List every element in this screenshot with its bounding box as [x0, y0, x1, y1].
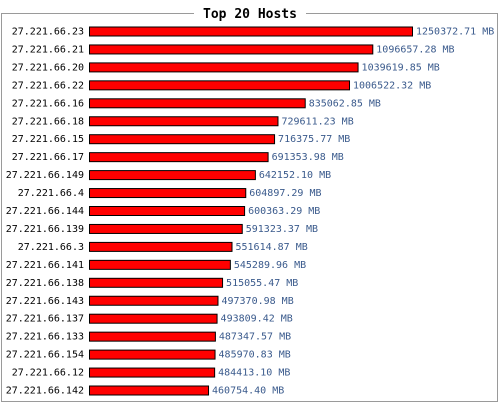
host-label: 27.221.66.21: [12, 44, 84, 55]
host-label: 27.221.66.154: [6, 350, 84, 361]
host-bar: [89, 116, 279, 127]
bar-value-label: 485970.83 MB: [219, 350, 291, 361]
bar-value-label: 691353.98 MB: [272, 152, 344, 163]
host-label: 27.221.66.22: [12, 80, 84, 91]
host-label: 27.221.66.12: [12, 368, 84, 379]
bar-value-label: 545289.96 MB: [234, 260, 306, 271]
host-bar: [89, 313, 218, 324]
host-label: 27.221.66.23: [12, 27, 84, 38]
bar-value-label: 551614.87 MB: [235, 242, 307, 253]
host-bar: [89, 277, 224, 288]
host-bar: [89, 206, 246, 216]
bar-value-label: 1039619.85 MB: [362, 62, 440, 73]
host-bar: [89, 331, 216, 342]
host-bar: [89, 259, 231, 270]
bar-value-label: 591323.37 MB: [246, 224, 318, 235]
host-label: 27.221.66.18: [12, 116, 84, 127]
host-bar: [89, 241, 233, 252]
host-bar: [89, 152, 269, 163]
host-bar: [89, 98, 306, 109]
host-bar: [89, 385, 210, 396]
host-bar: [89, 62, 359, 73]
bar-value-label: 729611.23 MB: [281, 116, 353, 127]
host-label: 27.221.66.16: [12, 98, 84, 109]
host-label: 27.221.66.4: [18, 188, 84, 199]
bar-value-label: 515055.47 MB: [226, 278, 298, 289]
host-bar: [89, 223, 243, 234]
bar-value-label: 835062.85 MB: [309, 98, 381, 109]
host-bar: [89, 134, 276, 145]
host-bar: [89, 170, 256, 181]
host-label: 27.221.66.141: [6, 260, 84, 271]
host-bar: [89, 80, 351, 91]
bar-value-label: 642152.10 MB: [259, 170, 331, 181]
host-label: 27.221.66.15: [12, 134, 84, 145]
bar-value-label: 1006522.32 MB: [353, 80, 431, 91]
host-label: 27.221.66.142: [6, 386, 84, 397]
chart-title: Top 20 Hosts: [203, 7, 297, 22]
bar-value-label: 493809.42 MB: [221, 314, 293, 325]
host-label: 27.221.66.133: [6, 332, 84, 343]
host-label: 27.221.66.149: [6, 170, 84, 181]
bar-value-label: 600363.29 MB: [248, 206, 320, 217]
host-label: 27.221.66.3: [18, 242, 84, 253]
bar-value-label: 487347.57 MB: [219, 332, 291, 343]
host-bar: [89, 188, 247, 199]
bar-value-label: 1250372.71 MB: [416, 27, 494, 38]
bar-value-label: 1096657.28 MB: [376, 44, 454, 55]
host-bar: [89, 349, 216, 360]
host-label: 27.221.66.143: [6, 296, 84, 307]
host-label: 27.221.66.139: [6, 224, 84, 235]
bar-value-label: 460754.40 MB: [212, 386, 284, 397]
host-label: 27.221.66.20: [12, 62, 84, 73]
bar-value-label: 497370.98 MB: [221, 296, 293, 307]
host-label: 27.221.66.137: [6, 314, 84, 325]
host-bar: [89, 44, 374, 55]
bar-value-label: 604897.29 MB: [249, 188, 321, 199]
host-bar: [89, 295, 219, 306]
host-bar: [89, 367, 216, 378]
host-bar: [89, 26, 413, 37]
bar-value-label: 484413.10 MB: [218, 368, 290, 379]
chart-title-background: [194, 5, 306, 21]
bar-value-label: 716375.77 MB: [278, 134, 350, 145]
host-label: 27.221.66.17: [12, 152, 84, 163]
host-label: 27.221.66.144: [6, 206, 84, 217]
host-label: 27.221.66.138: [6, 278, 84, 289]
